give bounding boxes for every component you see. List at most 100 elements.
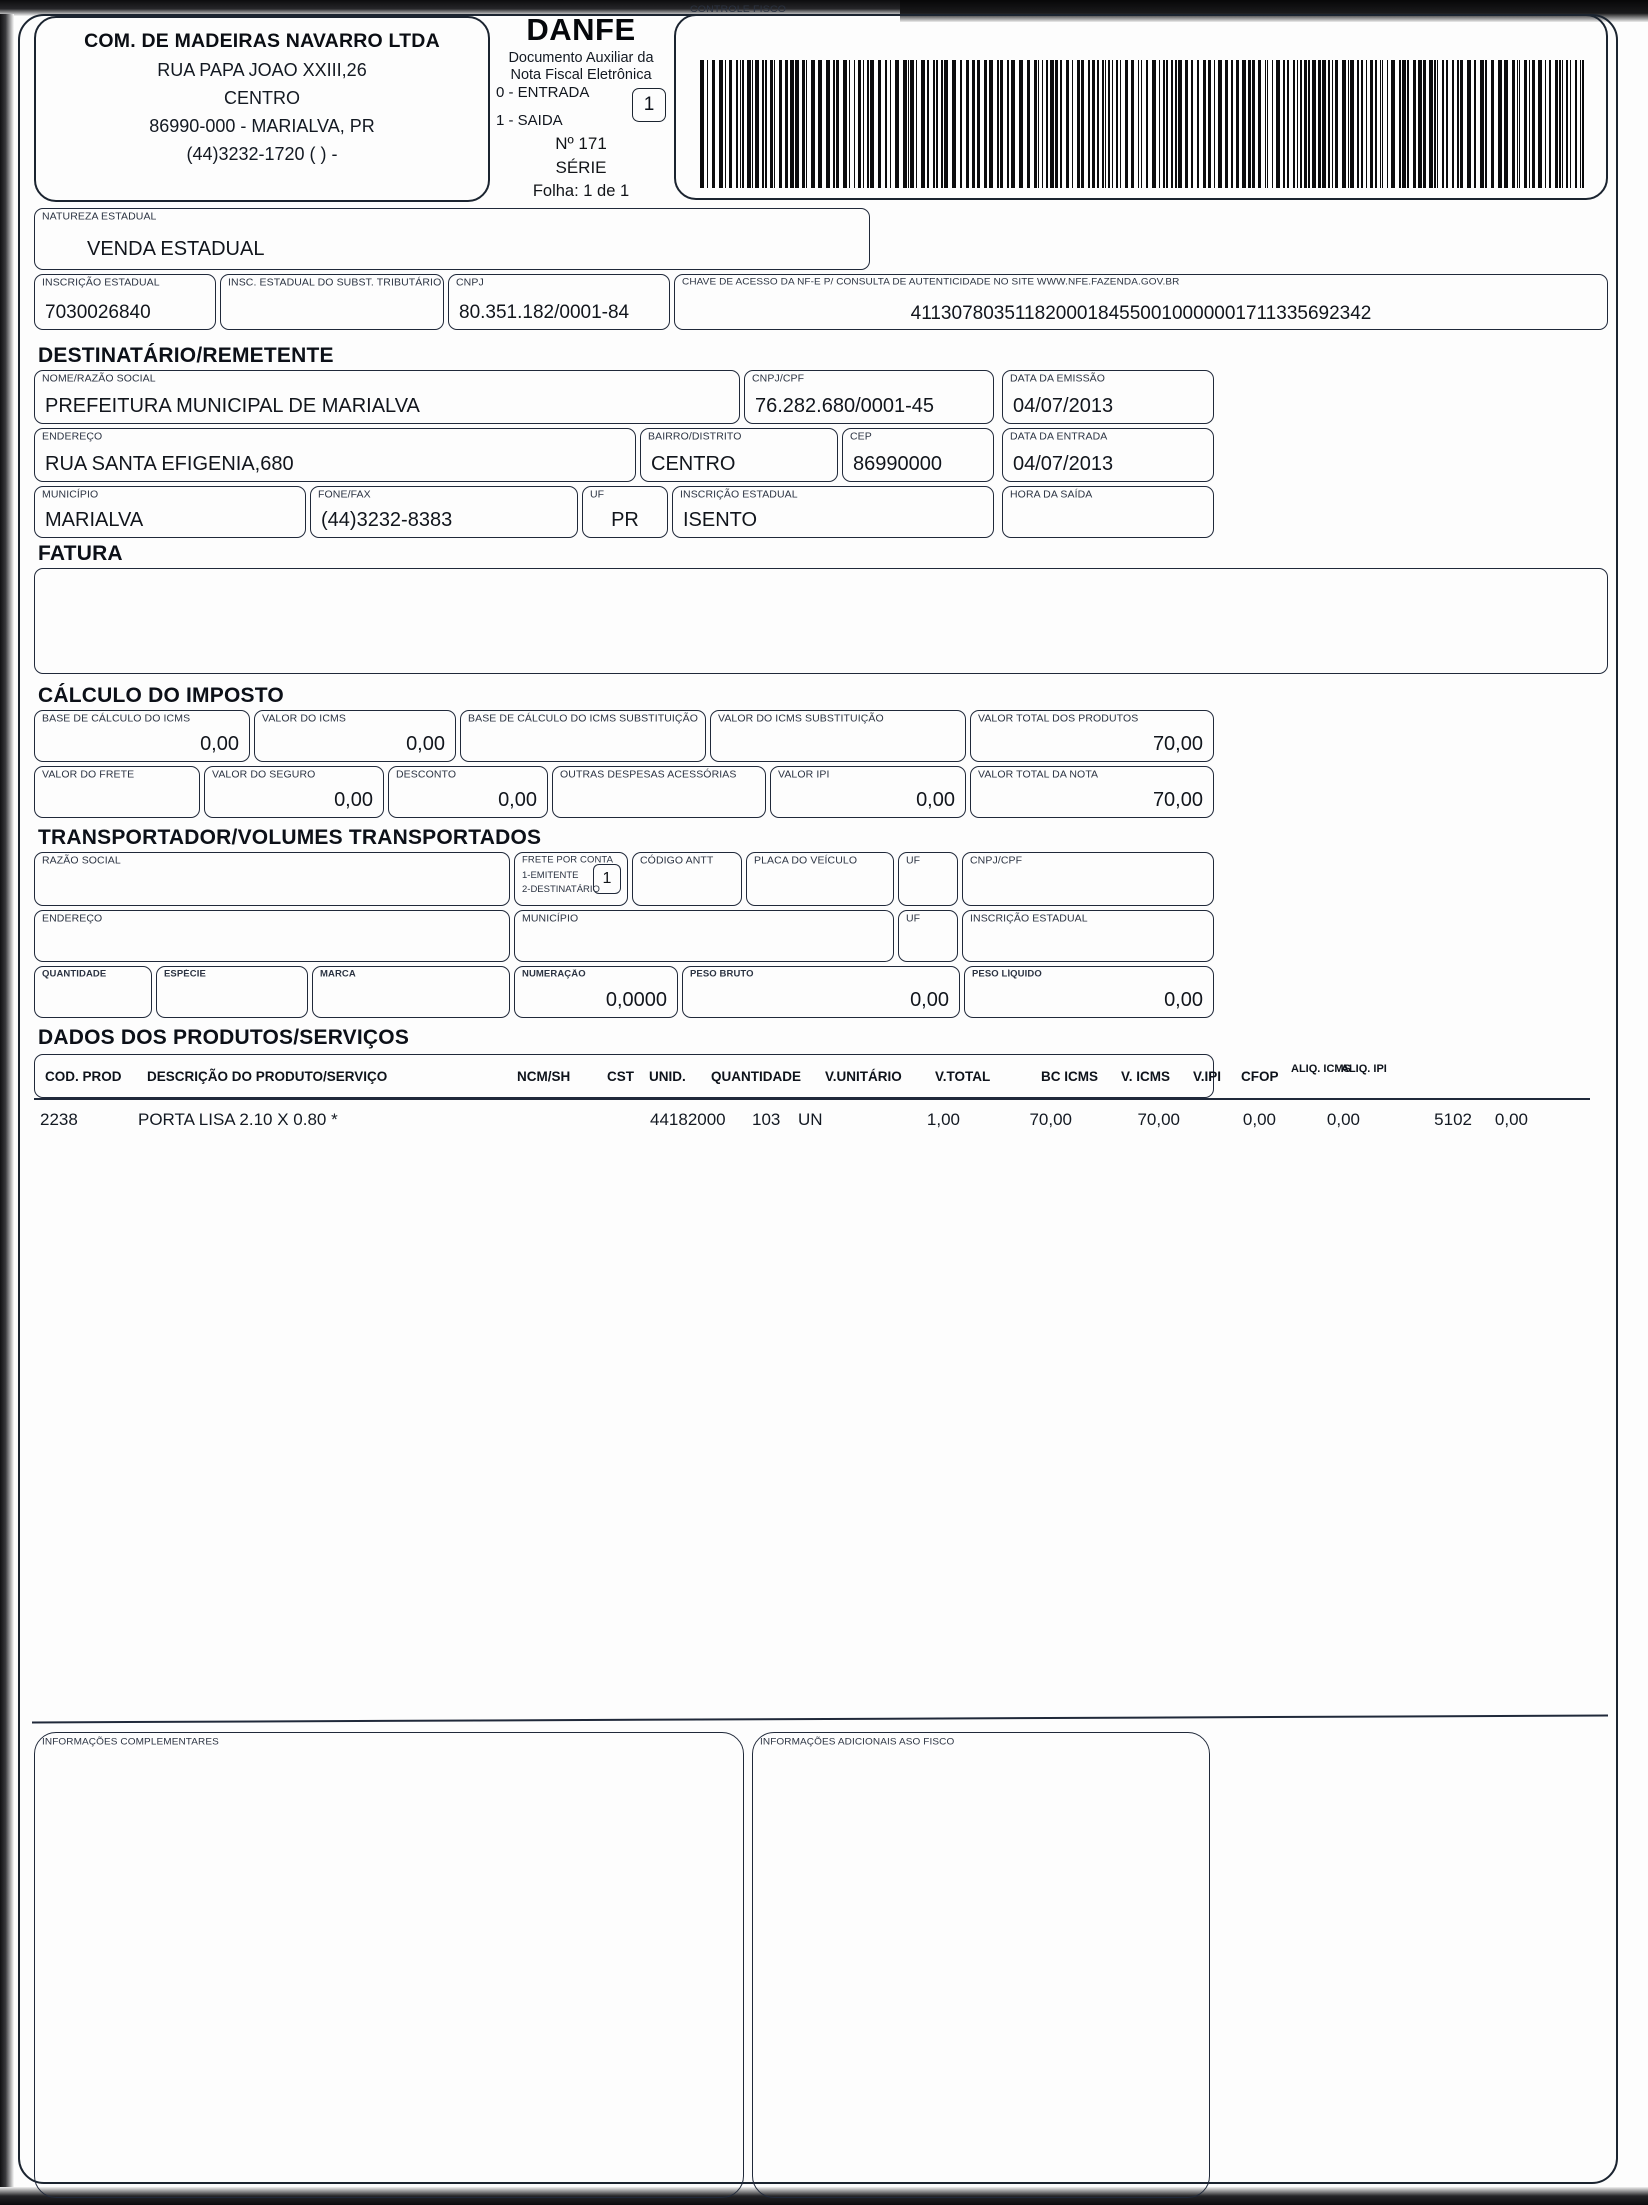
dest-phone-field: FONE/FAX (44)3232-8383 — [310, 486, 578, 538]
valor-icms-label: VALOR DO ICMS — [262, 713, 346, 725]
transp-especie-label: ESPÉCIE — [164, 969, 206, 980]
transp-placa-field: PLACA DO VEÍCULO — [746, 852, 894, 906]
col-v-unitario: V.UNITÁRIO — [825, 1069, 902, 1084]
outras-despesas-label: OUTRAS DESPESAS ACESSÓRIAS — [560, 769, 737, 781]
valor-frete-label: VALOR DO FRETE — [42, 769, 135, 781]
col-cod-prod: COD. PROD — [45, 1069, 122, 1084]
controle-fisco-label: CONTROLE FISCO — [690, 4, 787, 15]
transp-marca-field: MARCA — [312, 966, 510, 1018]
valor-ipi-value: 0,00 — [916, 789, 955, 811]
transp-address-label: ENDEREÇO — [42, 913, 103, 925]
dest-cep-label: CEP — [850, 431, 872, 443]
desconto-value: 0,00 — [498, 789, 537, 811]
dest-uf-field: UF PR — [582, 486, 668, 538]
emitter-block: COM. DE MADEIRAS NAVARRO LTDA RUA PAPA J… — [34, 16, 490, 202]
produtos-header-rule — [34, 1098, 1590, 1100]
danfe-entrada-label: 0 - ENTRADA — [496, 84, 590, 101]
cell-aliq-icms: 0,00 — [1494, 1110, 1528, 1129]
barcode-image — [700, 60, 1586, 188]
chave-acesso-value: 4113078035118200018455001000000171133569… — [910, 303, 1372, 324]
barcode-block: CONTROLE FISCO — [674, 4, 1608, 200]
valor-total-nota-label: VALOR TOTAL DA NOTA — [978, 769, 1099, 781]
base-icms-label: BASE DE CÁLCULO DO ICMS — [42, 713, 191, 725]
transp-quantity-label: QUANTIDADE — [42, 969, 107, 980]
dest-entry-date-field: DATA DA ENTRADA 04/07/2013 — [1002, 428, 1214, 482]
dest-name-label: NOME/RAZÃO SOCIAL — [42, 373, 156, 385]
valor-icms-st-field: VALOR DO ICMS SUBSTITUIÇÃO — [710, 710, 966, 762]
transp-peso-liquido-field: PESO LÍQUIDO 0,00 — [964, 966, 1214, 1018]
danfe-operation-type-value: 1 — [632, 88, 666, 122]
valor-total-produtos-label: VALOR TOTAL DOS PRODUTOS — [978, 713, 1139, 725]
base-icms-st-field: BASE DE CÁLCULO DO ICMS SUBSTITUIÇÃO — [460, 710, 706, 762]
desconto-field: DESCONTO 0,00 — [388, 766, 548, 818]
chave-acesso-label: CHAVE DE ACESSO DA NF-E P/ CONSULTA DE A… — [682, 277, 1180, 288]
emitter-cnpj-value: 80.351.182/0001-84 — [459, 302, 630, 323]
transp-marca-label: MARCA — [320, 969, 356, 980]
emitter-cnpj-field: CNPJ 80.351.182/0001-84 — [448, 274, 670, 330]
dest-entry-date-label: DATA DA ENTRADA — [1010, 431, 1108, 443]
desconto-label: DESCONTO — [396, 769, 457, 781]
dest-address-label: ENDEREÇO — [42, 431, 103, 443]
valor-seguro-value: 0,00 — [334, 789, 373, 811]
danfe-sheet-count: Folha: 1 de 1 — [532, 182, 630, 200]
cell-quantidade: 1,00 — [926, 1110, 960, 1129]
transp-peso-liquido-label: PESO LÍQUIDO — [972, 969, 1042, 980]
dest-address-value: RUA SANTA EFIGENIA,680 — [45, 453, 294, 475]
emitter-ie-field: INSCRIÇÃO ESTADUAL 7030026840 — [34, 274, 216, 330]
scan-artifact-left — [0, 14, 14, 2194]
emitter-district: CENTRO — [224, 88, 300, 108]
transp-numeracao-field: NUMERAÇÃO 0,0000 — [514, 966, 678, 1018]
section-title-produtos: DADOS DOS PRODUTOS/SERVIÇOS — [38, 1026, 410, 1049]
transp-ie-field: INSCRIÇÃO ESTADUAL — [962, 910, 1214, 962]
emitter-ie-st-label: INSC. ESTADUAL DO SUBST. TRIBUTÁRIO — [228, 277, 442, 289]
danfe-subtitle-line1: Documento Auxiliar da — [508, 50, 654, 66]
dest-city-field: MUNICÍPIO MARIALVA — [34, 486, 306, 538]
outras-despesas-field: OUTRAS DESPESAS ACESSÓRIAS — [552, 766, 766, 818]
dest-district-field: BAIRRO/DISTRITO CENTRO — [640, 428, 838, 482]
col-bc-icms: BC ICMS — [1041, 1069, 1098, 1084]
dest-ie-value: ISENTO — [683, 509, 758, 531]
cell-descricao: PORTA LISA 2.10 X 0.80 * — [138, 1110, 338, 1129]
dest-uf-label: UF — [590, 489, 605, 501]
dest-issue-date-value: 04/07/2013 — [1013, 395, 1114, 417]
transp-frete-value: 1 — [593, 864, 621, 894]
dest-exit-time-label: HORA DA SAÍDA — [1010, 489, 1093, 501]
danfe-serie-label: SÉRIE — [555, 158, 607, 177]
col-descricao: DESCRIÇÃO DO PRODUTO/SERVIÇO — [147, 1069, 388, 1084]
danfe-saida-label: 1 - SAIDA — [496, 112, 563, 129]
info-complementares-field: INFORMAÇÕES COMPLEMENTARES — [34, 1732, 744, 2198]
section-title-destinatario: DESTINATÁRIO/REMETENTE — [38, 344, 334, 367]
transp-frete-conta-field: FRETE POR CONTA 1-EMITENTE 2-DESTINATÁRI… — [514, 852, 628, 906]
col-cst: CST — [607, 1069, 634, 1084]
dest-name-value: PREFEITURA MUNICIPAL DE MARIALVA — [45, 395, 420, 417]
emitter-cnpj-label: CNPJ — [456, 277, 484, 289]
valor-icms-field: VALOR DO ICMS 0,00 — [254, 710, 456, 762]
col-v-icms: V. ICMS — [1121, 1069, 1171, 1084]
danfe-title: DANFE — [526, 12, 636, 47]
base-icms-st-label: BASE DE CÁLCULO DO ICMS SUBSTITUIÇÃO — [468, 713, 698, 725]
valor-ipi-label: VALOR IPI — [778, 769, 830, 781]
base-icms-value: 0,00 — [200, 733, 239, 755]
emitter-address: RUA PAPA JOAO XXIII,26 — [157, 60, 367, 80]
col-v-total: V.TOTAL — [935, 1069, 991, 1084]
transp-city-label: MUNICÍPIO — [522, 913, 579, 925]
transp-quantity-field: QUANTIDADE — [34, 966, 152, 1018]
chave-acesso-field: CHAVE DE ACESSO DA NF-E P/ CONSULTA DE A… — [674, 274, 1608, 330]
cell-cfop: 5102 — [1434, 1110, 1472, 1129]
dest-issue-date-label: DATA DA EMISSÃO — [1010, 373, 1106, 385]
transp-address-field: ENDEREÇO — [34, 910, 510, 962]
col-cfop: CFOP — [1241, 1069, 1279, 1084]
transp-cnpj-label: CNPJ/CPF — [970, 855, 1023, 867]
dest-cep-field: CEP 86990000 — [842, 428, 994, 482]
valor-icms-st-label: VALOR DO ICMS SUBSTITUIÇÃO — [718, 713, 884, 725]
transp-uf2-label: UF — [906, 913, 921, 925]
emitter-city-uf: 86990-000 - MARIALVA, PR — [149, 116, 375, 136]
valor-seguro-field: VALOR DO SEGURO 0,00 — [204, 766, 384, 818]
dest-ie-label: INSCRIÇÃO ESTADUAL — [680, 489, 798, 501]
transp-codigo-antt-field: CÓDIGO ANTT — [632, 852, 742, 906]
emitter-phone: (44)3232-1720 ( ) - — [186, 144, 338, 164]
transp-frete-opt1: 1-EMITENTE — [522, 870, 579, 881]
dest-cnpj-label: CNPJ/CPF — [752, 373, 805, 385]
emitter-ie-st-field: INSC. ESTADUAL DO SUBST. TRIBUTÁRIO — [220, 274, 444, 330]
transp-numeracao-value: 0,0000 — [605, 989, 667, 1011]
